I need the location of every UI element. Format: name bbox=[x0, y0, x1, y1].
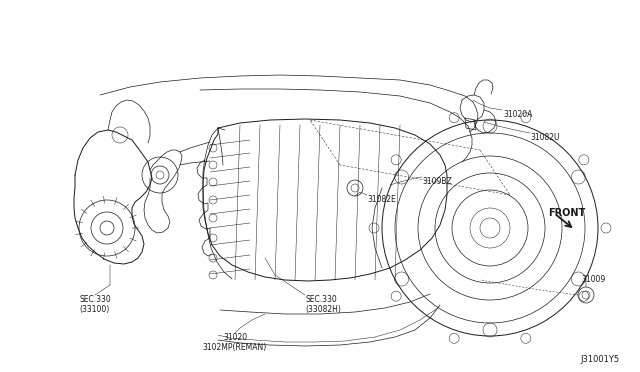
Text: 31020A: 31020A bbox=[503, 110, 532, 119]
Text: 31020
3102MP(REMAN): 31020 3102MP(REMAN) bbox=[203, 333, 267, 352]
Text: SEC.330
(33082H): SEC.330 (33082H) bbox=[305, 295, 341, 314]
Text: J31001Y5: J31001Y5 bbox=[580, 355, 619, 364]
Text: 31082E: 31082E bbox=[367, 195, 396, 204]
Text: 31082U: 31082U bbox=[530, 133, 559, 142]
Text: 31009: 31009 bbox=[581, 275, 605, 284]
Text: FRONT: FRONT bbox=[548, 208, 585, 218]
Text: SEC.330
(33100): SEC.330 (33100) bbox=[79, 295, 111, 314]
Text: 3109BZ: 3109BZ bbox=[422, 177, 452, 186]
